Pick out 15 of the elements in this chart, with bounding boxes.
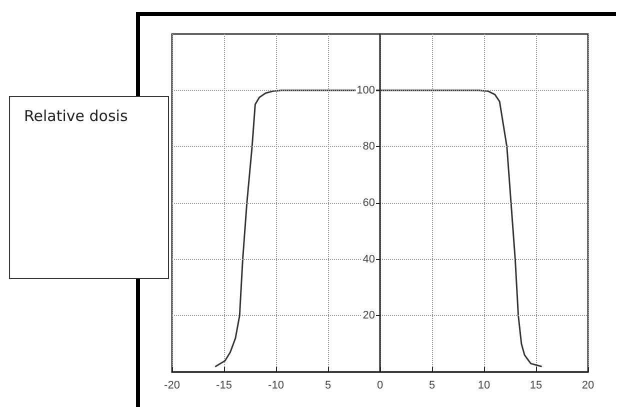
x-tick-label: -10 [268,380,284,392]
x-tick-label: 0 [376,380,384,392]
x-tick-label: -20 [164,380,180,392]
x-tick-label: 5 [428,380,436,392]
y-tick-label: 20 [362,310,375,322]
x-tick-label: 15 [530,380,542,392]
x-tick-label: -15 [216,380,232,392]
y-tick-label: 80 [362,140,375,153]
x-tick-label: 5 [324,380,332,392]
x-tick-label: 10 [478,380,490,392]
y-tick-label: 60 [362,197,375,209]
y-tick-label: 100 [356,84,375,96]
y-tick-label: 40 [362,253,375,266]
x-tick-label: 20 [582,380,594,392]
y-axis-title: Relative dosis [9,96,169,279]
